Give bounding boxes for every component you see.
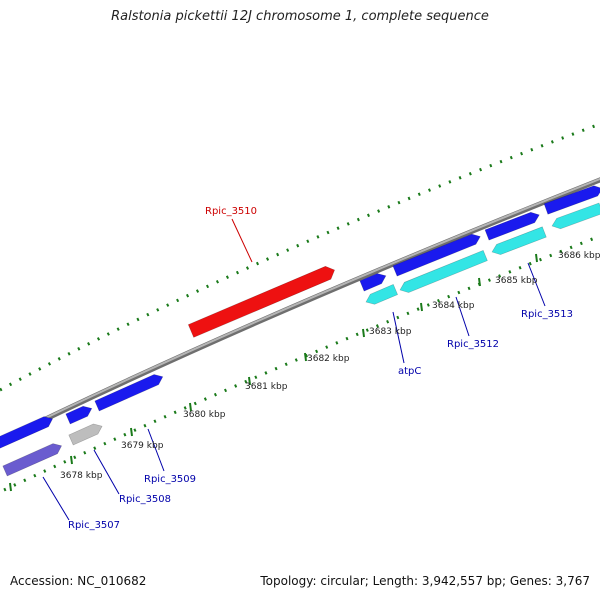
major-tick — [70, 455, 73, 465]
gene-arrow-gray — [68, 423, 103, 446]
summary-text: Topology: circular; Length: 3,942,557 bp… — [260, 574, 590, 588]
leader-line — [392, 311, 405, 364]
gene-arrow-cyan-3 — [491, 226, 547, 255]
kbp-label: 3682 kbp — [307, 354, 350, 364]
major-tick — [420, 302, 423, 312]
gene-arrow-blue-1 — [0, 416, 54, 449]
major-tick — [9, 482, 12, 492]
gene-arrow-blue-4 — [359, 273, 387, 292]
gene-labels: Rpic_3510 atpC Rpic_3512 Rpic_3513 Rpic_3509… — [68, 206, 573, 531]
major-tick — [130, 427, 133, 437]
leader-line — [93, 449, 120, 495]
map-title: Ralstonia pickettii 12J chromosome 1, co… — [111, 9, 489, 24]
leader-line — [455, 296, 470, 337]
tick-track — [0, 122, 600, 492]
major-tick — [362, 328, 365, 338]
leader-line — [147, 428, 165, 472]
gene-label: Rpic_3509 — [144, 474, 196, 485]
gene-arrow-blue-3 — [94, 374, 164, 412]
major-tick — [189, 402, 192, 412]
gene-arrow-red — [187, 265, 335, 338]
gene-arrow-blue-2 — [65, 405, 93, 425]
gene-arrow-blue-6 — [484, 211, 540, 241]
label-leaders — [42, 218, 546, 521]
kbp-labels: 3678 kbp 3679 kbp 3680 kbp 3681 kbp 3682 kbp… — [60, 251, 600, 481]
gene-arrow-cyan-1 — [365, 284, 398, 305]
gene-arrow-purple — [2, 443, 63, 477]
major-tick — [478, 277, 481, 287]
kbp-label: 3684 kbp — [432, 301, 475, 311]
accession-text: Accession: NC_010682 — [10, 574, 147, 588]
kbp-label: 3685 kbp — [495, 276, 538, 286]
gene-label: Rpic_3508 — [119, 494, 171, 505]
major-tick — [248, 376, 251, 386]
kbp-label: 3679 kbp — [121, 441, 164, 451]
outer-tick-row — [0, 122, 600, 392]
backbone-line-inner — [0, 177, 600, 442]
gene-arrow-blue-7 — [543, 185, 600, 215]
gene-arrow-cyan-4 — [551, 202, 600, 230]
gene-track — [0, 185, 600, 477]
kbp-label: 3686 kbp — [558, 251, 600, 261]
backbone-line-outer — [0, 177, 600, 444]
major-tick — [304, 352, 307, 362]
backbone — [0, 177, 600, 444]
gene-label: Rpic_3513 — [521, 309, 573, 320]
leader-line — [527, 262, 546, 307]
gene-label: Rpic_3507 — [68, 520, 120, 531]
gene-arrow-cyan-2 — [399, 250, 488, 293]
gene-arrow-blue-5 — [392, 233, 481, 277]
leader-line — [42, 476, 70, 521]
kbp-label: 3678 kbp — [60, 471, 103, 481]
kbp-label: 3680 kbp — [183, 410, 226, 420]
gene-label: atpC — [398, 366, 421, 377]
major-tick — [535, 253, 538, 263]
leader-line — [231, 218, 253, 263]
kbp-label: 3681 kbp — [245, 382, 288, 392]
gene-label: Rpic_3512 — [447, 339, 499, 350]
gene-label: Rpic_3510 — [205, 206, 257, 217]
inner-tick-row — [3, 234, 600, 492]
kbp-label: 3683 kbp — [369, 327, 412, 337]
